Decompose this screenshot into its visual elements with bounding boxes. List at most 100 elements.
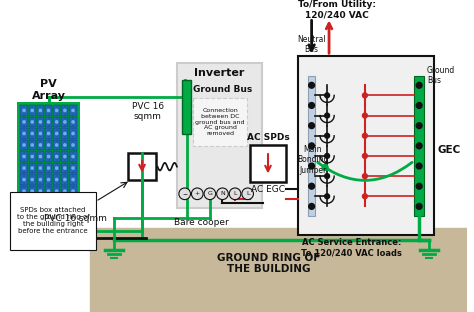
Circle shape [55, 144, 58, 146]
Bar [414, 76, 424, 216]
Text: Ground Bus: Ground Bus [193, 85, 253, 94]
Circle shape [191, 188, 203, 200]
Circle shape [64, 213, 66, 215]
Bar [70, 140, 77, 150]
Text: −: − [57, 226, 66, 236]
Circle shape [322, 164, 328, 170]
Bar [37, 163, 44, 173]
Bar [45, 174, 52, 185]
Circle shape [31, 144, 33, 146]
Bar [20, 209, 27, 219]
Circle shape [309, 203, 315, 209]
Bar [70, 186, 77, 197]
Circle shape [416, 203, 422, 209]
Circle shape [55, 167, 58, 169]
Circle shape [23, 213, 25, 215]
Circle shape [217, 188, 228, 200]
Bar [20, 105, 27, 116]
Bar [61, 117, 68, 127]
Circle shape [64, 121, 66, 123]
Circle shape [39, 144, 42, 146]
Text: AC EGC: AC EGC [251, 185, 285, 194]
Circle shape [55, 178, 58, 181]
Circle shape [309, 143, 315, 149]
Bar [20, 151, 27, 162]
Circle shape [31, 167, 33, 169]
Text: −: − [182, 191, 187, 196]
Bar [37, 186, 44, 197]
Bar [61, 140, 68, 150]
Circle shape [64, 178, 66, 181]
Bar [53, 163, 60, 173]
Circle shape [204, 188, 216, 200]
Circle shape [23, 202, 25, 204]
Bar [250, 145, 286, 182]
Circle shape [416, 123, 422, 129]
Text: To/From Utility:
120/240 VAC: To/From Utility: 120/240 VAC [298, 0, 376, 19]
Circle shape [39, 121, 42, 123]
Circle shape [39, 155, 42, 158]
Bar [70, 105, 77, 116]
Bar [20, 128, 27, 139]
Circle shape [23, 190, 25, 192]
Circle shape [31, 202, 33, 204]
Circle shape [39, 132, 42, 135]
Circle shape [229, 188, 241, 200]
Bar [298, 56, 434, 236]
Circle shape [23, 178, 25, 181]
Circle shape [416, 143, 422, 149]
Circle shape [72, 132, 74, 135]
Circle shape [363, 174, 367, 178]
Bar [28, 105, 36, 116]
Bar [20, 117, 27, 127]
Circle shape [363, 133, 367, 138]
Circle shape [72, 121, 74, 123]
Text: PV
Array: PV Array [32, 79, 65, 101]
Bar [53, 140, 60, 150]
Bar [45, 140, 52, 150]
Circle shape [309, 163, 315, 169]
Circle shape [39, 167, 42, 169]
Circle shape [325, 154, 329, 158]
Text: Main
Bonding
Jumper: Main Bonding Jumper [297, 145, 328, 175]
Text: AC SPDs: AC SPDs [246, 133, 290, 142]
Text: Inverter: Inverter [194, 68, 245, 78]
Bar [20, 197, 27, 208]
Bar [61, 197, 68, 208]
Bar [28, 140, 36, 150]
Circle shape [47, 155, 50, 158]
Circle shape [363, 154, 367, 158]
Circle shape [72, 144, 74, 146]
Circle shape [55, 109, 58, 112]
Circle shape [23, 167, 25, 169]
Circle shape [31, 109, 33, 112]
Bar [70, 128, 77, 139]
Bar [308, 76, 316, 216]
Bar [90, 228, 466, 312]
Bar [37, 117, 44, 127]
Bar [28, 197, 36, 208]
Text: Bare cooper: Bare cooper [174, 218, 228, 227]
Bar [70, 197, 77, 208]
Circle shape [72, 109, 74, 112]
Circle shape [31, 155, 33, 158]
Circle shape [416, 103, 422, 108]
Circle shape [39, 178, 42, 181]
Circle shape [363, 194, 367, 199]
Circle shape [363, 113, 367, 118]
Bar [45, 128, 52, 139]
Circle shape [325, 194, 329, 199]
Circle shape [72, 202, 74, 204]
Bar [20, 174, 27, 185]
Bar [28, 186, 36, 197]
Circle shape [47, 178, 50, 181]
Text: AC Service Entrance:
To 120/240 VAC loads: AC Service Entrance: To 120/240 VAC load… [301, 238, 402, 258]
Circle shape [325, 174, 329, 178]
Text: Connection
between DC
ground bus and
AC ground
removed: Connection between DC ground bus and AC … [195, 108, 245, 136]
Circle shape [55, 190, 58, 192]
Circle shape [309, 82, 315, 88]
Circle shape [64, 144, 66, 146]
Circle shape [31, 190, 33, 192]
Text: G: G [208, 191, 212, 196]
Circle shape [64, 155, 66, 158]
